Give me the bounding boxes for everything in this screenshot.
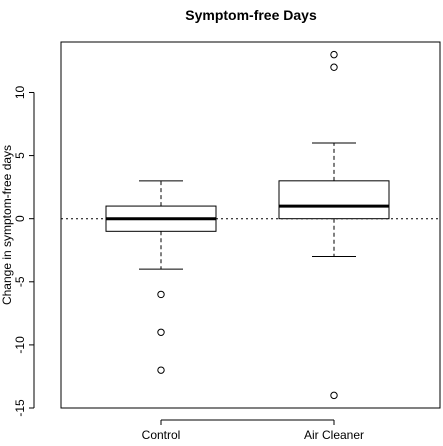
outlier-point [330, 63, 338, 71]
y-tick-label: -15 [13, 399, 27, 417]
y-axis-label: Change in symptom-free days [0, 145, 14, 305]
x-tick-label: Air Cleaner [304, 428, 364, 442]
y-tick-label: 5 [13, 152, 27, 159]
outlier-point [157, 366, 165, 374]
chart-title: Symptom-free Days [185, 7, 317, 23]
plot-frame [60, 41, 441, 409]
y-tick-label: -10 [13, 336, 27, 354]
y-tick-label: 0 [13, 215, 27, 222]
box-iqr [278, 180, 390, 220]
boxes-group [105, 50, 390, 400]
outlier-point [330, 50, 338, 59]
outlier-point [330, 391, 338, 400]
box-control [105, 180, 217, 374]
outlier-point [157, 328, 165, 336]
y-tick-label: 10 [13, 85, 27, 99]
outlier-point [157, 290, 165, 299]
x-axis: Control Air Cleaner [142, 419, 364, 442]
y-axis: -15 -10 -5 0 5 10 [13, 85, 35, 417]
box-air-cleaner [278, 50, 390, 400]
x-tick-label: Control [142, 428, 181, 442]
y-tick-label: -5 [13, 276, 27, 287]
